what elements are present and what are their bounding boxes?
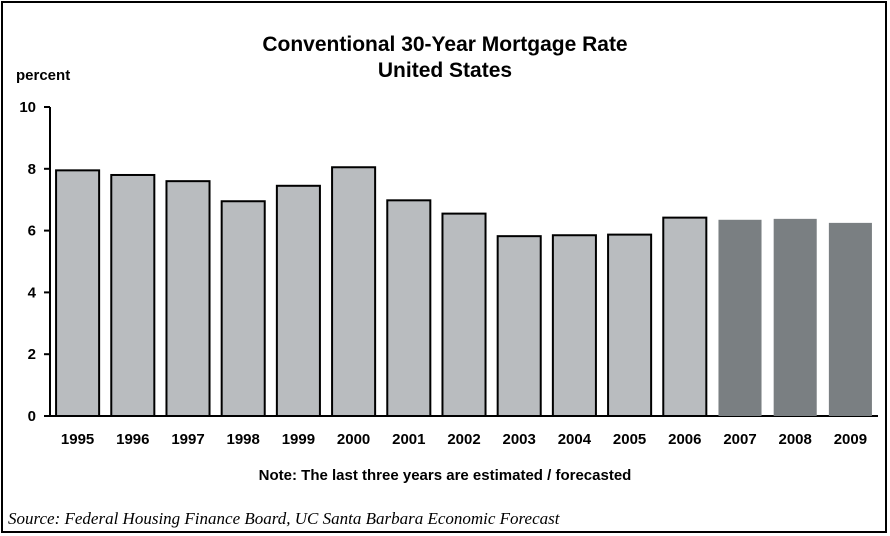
chart-note: Note: The last three years are estimated… xyxy=(258,467,632,484)
bar-1996 xyxy=(110,173,156,417)
y-tick-label: 8 xyxy=(28,161,36,178)
bar-2001 xyxy=(386,199,432,417)
y-tick-label: 4 xyxy=(28,284,37,301)
x-tick-label-1997: 1997 xyxy=(171,431,204,448)
bar-1995 xyxy=(55,169,101,417)
x-tick-label-1999: 1999 xyxy=(282,431,315,448)
chart-subtitle: United States xyxy=(377,59,513,82)
chart-source: Source: Federal Housing Finance Board, U… xyxy=(8,509,560,528)
x-tick-label-2001: 2001 xyxy=(392,431,425,448)
x-tick-label-1996: 1996 xyxy=(116,431,149,448)
x-tick-label-2009: 2009 xyxy=(834,431,867,448)
bar-2009 xyxy=(828,222,872,416)
x-tick-label-1995: 1995 xyxy=(61,431,94,448)
x-tick-label-2005: 2005 xyxy=(613,431,646,448)
bar-1998 xyxy=(220,200,266,417)
y-tick-label: 0 xyxy=(28,408,36,425)
bar-2008 xyxy=(773,218,817,416)
bar-1997 xyxy=(165,180,211,417)
bar-2004 xyxy=(551,234,597,417)
bar-2005 xyxy=(607,233,653,417)
bar-2003 xyxy=(496,235,542,417)
bar-2000 xyxy=(331,166,377,417)
x-tick-label-2003: 2003 xyxy=(503,431,536,448)
y-tick-label: 10 xyxy=(19,99,36,116)
y-axis-label: percent xyxy=(16,67,71,84)
x-tick-label-2004: 2004 xyxy=(558,431,592,448)
x-tick-label-1998: 1998 xyxy=(227,431,260,448)
y-tick-label: 6 xyxy=(28,223,36,240)
x-tick-label-2000: 2000 xyxy=(337,431,370,448)
y-tick-label: 2 xyxy=(28,346,36,363)
bar-2006 xyxy=(662,216,708,417)
bar-2002 xyxy=(441,212,487,417)
bar-2007 xyxy=(718,219,762,416)
x-tick-label-2008: 2008 xyxy=(779,431,812,448)
chart-title: Conventional 30-Year Mortgage Rate xyxy=(262,33,628,56)
bar-1999 xyxy=(275,184,321,417)
x-tick-label-2007: 2007 xyxy=(723,431,756,448)
x-tick-label-2006: 2006 xyxy=(668,431,701,448)
x-tick-label-2002: 2002 xyxy=(447,431,480,448)
